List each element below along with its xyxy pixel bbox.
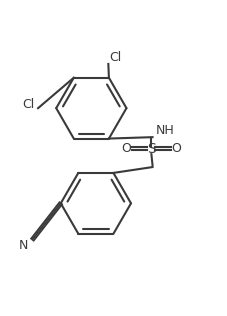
Text: Cl: Cl [109,51,121,64]
Text: O: O [171,143,180,155]
Text: S: S [146,142,155,156]
Text: Cl: Cl [22,98,34,111]
Text: N: N [19,239,28,252]
Text: O: O [121,143,131,155]
Text: NH: NH [155,124,174,137]
